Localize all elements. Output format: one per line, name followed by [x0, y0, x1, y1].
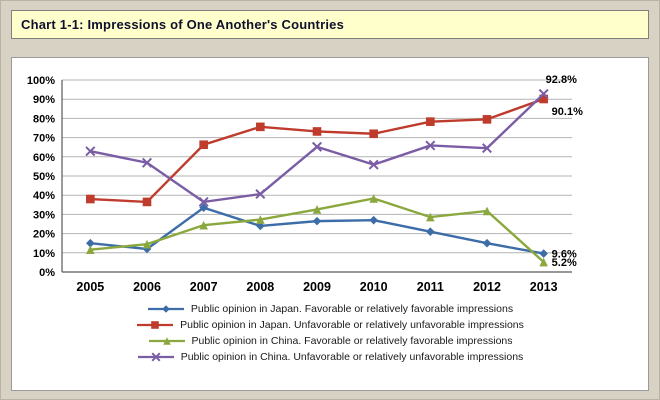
x-marker	[481, 143, 493, 154]
legend-symbol-x	[137, 351, 174, 362]
diamond-marker	[426, 227, 435, 236]
square-marker	[256, 122, 265, 132]
diamond-marker	[369, 215, 378, 225]
triangle-marker	[312, 205, 322, 214]
chart-title-bar: Chart 1-1: Impressions of One Another's …	[11, 10, 649, 39]
svg-text:2005: 2005	[76, 280, 104, 294]
diamond-marker	[86, 238, 95, 248]
legend-symbol-square	[137, 320, 174, 329]
svg-text:80%: 80%	[33, 113, 55, 125]
diamond-marker	[312, 216, 322, 226]
svg-text:92.8%: 92.8%	[546, 74, 577, 86]
svg-text:10%: 10%	[33, 248, 55, 260]
svg-text:70%: 70%	[33, 133, 55, 145]
square-marker	[312, 127, 322, 136]
triangle-marker	[482, 206, 492, 216]
y-axis-labels: 100% 90% 80% 70% 60% 50% 40% 30% 20% 10% 0%	[27, 75, 55, 279]
series-3	[85, 88, 549, 207]
x-marker	[368, 159, 379, 170]
legend-symbol-diamond	[147, 304, 184, 313]
x-marker	[311, 141, 323, 152]
triangle-marker	[426, 212, 435, 222]
square-marker	[426, 117, 435, 126]
x-axis-labels: 2005 2006 2007 2008 2009 2010 2011 2012 2013	[76, 280, 557, 294]
svg-text:90.1%: 90.1%	[552, 106, 583, 118]
triangle-marker	[142, 239, 152, 249]
square-marker	[539, 94, 548, 104]
legend-symbol-triangle	[148, 336, 185, 345]
legend-label: Public opinion in Japan. Favorable or re…	[190, 302, 514, 315]
chart-legend: Public opinion in Japan. Favorable or re…	[12, 301, 648, 364]
svg-text:5.2%: 5.2%	[552, 257, 577, 269]
series-2	[86, 194, 548, 267]
svg-text:0%: 0%	[39, 267, 55, 279]
square-marker	[482, 115, 492, 124]
svg-text:2013: 2013	[530, 280, 558, 294]
svg-text:40%: 40%	[33, 190, 55, 202]
triangle-marker	[369, 194, 378, 203]
x-marker	[255, 189, 266, 200]
chart-title: Chart 1-1: Impressions of One Another's …	[21, 17, 345, 32]
triangle-marker	[256, 215, 265, 224]
svg-text:2007: 2007	[190, 280, 218, 294]
svg-text:90%: 90%	[33, 94, 55, 106]
square-marker	[199, 140, 208, 150]
triangle-marker	[162, 336, 171, 345]
x-marker	[538, 88, 549, 99]
legend-item-1: Public opinion in Japan. Unfavorable or …	[136, 317, 524, 332]
triangle-marker	[199, 220, 208, 230]
square-marker	[86, 194, 95, 204]
x-marker	[198, 196, 209, 207]
legend-item-3: Public opinion in China. Unfavorable or …	[137, 349, 524, 364]
x-marker	[85, 146, 96, 157]
x-marker	[151, 351, 161, 362]
svg-text:30%: 30%	[33, 209, 55, 221]
diamond-marker	[199, 203, 208, 212]
diamond-marker	[256, 221, 265, 231]
legend-item-0: Public opinion in Japan. Favorable or re…	[147, 301, 513, 316]
legend-item-2: Public opinion in China. Favorable or re…	[148, 333, 513, 348]
series-line-1	[90, 97, 545, 204]
square-marker	[369, 129, 378, 139]
series-1	[86, 94, 548, 207]
triangle-marker	[539, 257, 548, 267]
svg-text:60%: 60%	[33, 152, 55, 164]
axes	[61, 80, 572, 273]
svg-text:20%: 20%	[33, 229, 55, 241]
triangle-marker	[86, 245, 95, 255]
svg-text:50%: 50%	[33, 171, 55, 183]
annotations: 92.8% 90.1% 9.6%5.2%	[546, 74, 583, 269]
svg-text:2008: 2008	[246, 280, 274, 294]
x-marker	[141, 157, 153, 168]
svg-text:2010: 2010	[360, 280, 388, 294]
line-chart: 100%90%80%70%60%50%40%30%20%10%0%2005 200…	[27, 74, 583, 294]
chart-panel: 100% 90% 80% 70% 60% 50% 40% 30% 20% 10% 0% 2005 200…	[11, 57, 649, 391]
x-marker	[425, 140, 436, 151]
svg-text:2006: 2006	[133, 280, 161, 294]
legend-label: Public opinion in Japan. Unfavorable or …	[180, 318, 524, 331]
svg-text:2009: 2009	[303, 280, 331, 294]
svg-text:2012: 2012	[473, 280, 501, 294]
diamond-marker	[539, 249, 548, 258]
square-marker	[151, 320, 159, 329]
legend-label: Public opinion in China. Favorable or re…	[191, 334, 513, 347]
svg-text:9.6%: 9.6%	[552, 249, 577, 261]
diamond-marker	[162, 304, 170, 313]
diamond-marker	[482, 238, 492, 248]
square-marker	[142, 197, 152, 207]
legend-label: Public opinion in China. Unfavorable or …	[180, 350, 524, 363]
gridlines	[62, 79, 572, 273]
svg-text:2011: 2011	[417, 280, 444, 294]
svg-text:100%: 100%	[27, 75, 55, 87]
